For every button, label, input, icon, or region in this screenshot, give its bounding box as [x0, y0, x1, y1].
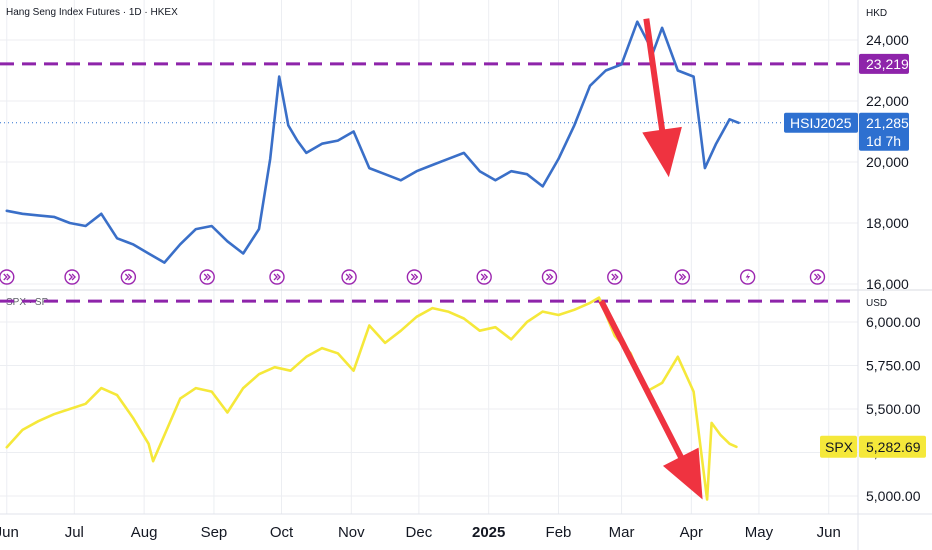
top-pane-title: Hang Seng Index Futures · 1D · HKEX: [6, 7, 178, 18]
bottom-y-tick-label: 6,000.00: [866, 314, 921, 330]
top-unit-label: HKD: [866, 8, 887, 19]
bottom-y-tick-label: 5,500.00: [866, 401, 921, 417]
hsi-countdown: 1d 7h: [866, 133, 901, 149]
top-y-tick-label: 24,000: [866, 32, 909, 48]
x-tick-label: Apr: [680, 524, 703, 541]
x-tick-label: Aug: [131, 524, 158, 541]
bottom-y-tick-label: 5,750.00: [866, 358, 921, 374]
bottom-y-tick-label: 5,000.00: [866, 488, 921, 504]
x-tick-label: Feb: [546, 524, 572, 541]
down-arrow-annotation: [642, 18, 682, 178]
event-markers[interactable]: [0, 269, 826, 285]
split-event-icon[interactable]: [0, 269, 15, 285]
reference-price-tag: 23,219: [859, 53, 909, 74]
x-tick-label: Jun: [817, 524, 841, 541]
split-event-icon[interactable]: [607, 269, 623, 285]
split-event-icon[interactable]: [120, 269, 137, 285]
hsi-series-name: HSIJ2025: [790, 115, 852, 131]
x-tick-label: Jun: [0, 524, 19, 541]
top-y-tick-label: 20,000: [866, 154, 909, 170]
top-y-tick-label: 16,000: [866, 276, 909, 292]
hsi-last-value: 21,285: [866, 115, 909, 131]
price-tags: 23,219 HSIJ2025 21,285 1d 7h SPX 5,282.6…: [784, 53, 926, 458]
split-event-icon[interactable]: [674, 269, 691, 285]
spx-last-value-tag: SPX 5,282.69: [820, 435, 926, 458]
split-event-icon[interactable]: [406, 269, 423, 285]
earnings-event-icon[interactable]: [739, 269, 756, 285]
split-event-icon[interactable]: [809, 269, 826, 285]
x-tick-label: Dec: [406, 524, 433, 541]
x-tick-label: Oct: [270, 524, 294, 541]
time-axis[interactable]: Jun Jul Aug Sep Oct Nov Dec 2025 Feb Mar Apr May Jun: [0, 524, 841, 541]
reference-price-label: 23,219: [866, 56, 909, 72]
x-tick-label: 2025: [472, 524, 505, 541]
x-tick-label: Mar: [609, 524, 635, 541]
split-event-icon[interactable]: [541, 269, 558, 285]
top-y-tick-label: 18,000: [866, 215, 909, 231]
bottom-unit-label: USD: [866, 298, 887, 309]
spx-series-name: SPX: [825, 439, 854, 455]
split-event-icon[interactable]: [64, 269, 80, 285]
arrow-annotations: [598, 18, 703, 500]
split-event-icon[interactable]: [199, 269, 215, 285]
spx-last-value: 5,282.69: [866, 439, 921, 455]
x-tick-label: Jul: [65, 524, 84, 541]
down-arrow-annotation: [598, 299, 703, 500]
reference-lines: [0, 62, 858, 303]
x-tick-label: Nov: [338, 524, 365, 541]
top-y-tick-label: 22,000: [866, 93, 909, 109]
hsi-last-value-tag: HSIJ2025 21,285 1d 7h: [784, 112, 909, 151]
grid: [0, 0, 858, 514]
x-tick-label: May: [745, 524, 774, 541]
split-event-icon[interactable]: [269, 269, 285, 285]
split-event-icon[interactable]: [476, 269, 492, 285]
x-tick-label: Sep: [201, 524, 228, 541]
hang-seng-series-line[interactable]: [5, 20, 740, 264]
top-price-axis[interactable]: 24,000 22,000 20,000 18,000 16,000: [866, 32, 909, 292]
split-event-icon[interactable]: [341, 269, 357, 285]
